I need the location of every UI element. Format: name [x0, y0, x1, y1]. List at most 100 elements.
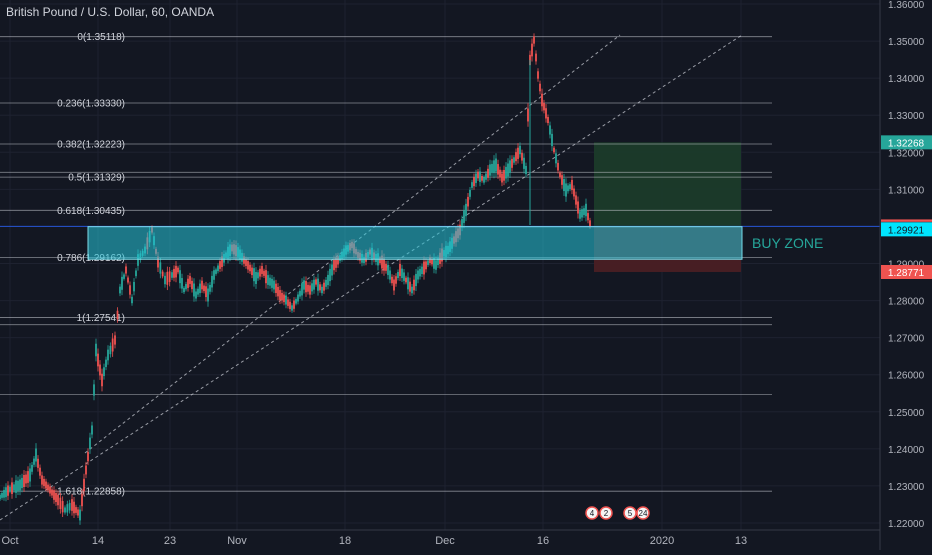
candle-body: [407, 277, 409, 290]
candle-body: [295, 299, 297, 304]
candle-body: [289, 301, 291, 309]
buy-zone-rectangle[interactable]: [87, 226, 743, 260]
candle-body: [429, 257, 431, 263]
candle-body: [273, 280, 275, 290]
time-axis-label: 16: [537, 535, 549, 547]
candle-body: [269, 277, 271, 286]
candle-body: [317, 278, 319, 291]
candle-body: [283, 294, 285, 303]
candle-body: [93, 384, 95, 396]
event-marker-icon[interactable]: [623, 506, 637, 520]
price-axis-tick: 1.32000: [888, 148, 925, 159]
fib-label: 0.382(1.32223): [57, 140, 125, 151]
candle-body: [555, 153, 557, 164]
candle-body: [211, 275, 213, 288]
candle-body: [293, 300, 295, 309]
candle-body: [581, 209, 583, 218]
candle-body: [55, 492, 57, 503]
candle-body: [391, 276, 393, 284]
candle-body: [59, 497, 62, 509]
candle-body: [95, 343, 97, 357]
candle-body: [53, 490, 55, 500]
candle-body: [327, 274, 329, 286]
candle-body: [311, 283, 313, 292]
candle-body: [13, 484, 15, 491]
candle-body: [249, 264, 251, 272]
candle-body: [121, 276, 123, 290]
time-axis-label: 13: [735, 535, 747, 547]
candle-body: [15, 480, 17, 493]
candle-body: [507, 163, 509, 177]
candle-body: [463, 210, 465, 223]
candle-body: [45, 481, 47, 489]
price-tag[interactable]: [881, 222, 932, 237]
candle-body: [9, 486, 11, 492]
price-tag[interactable]: [881, 264, 932, 279]
candle-body: [409, 281, 411, 292]
candle-body: [585, 203, 587, 217]
target-zone[interactable]: [594, 142, 741, 227]
candle-body: [399, 263, 401, 277]
time-axis-label: 23: [164, 535, 176, 547]
candle-body: [49, 486, 51, 494]
candle-body: [509, 160, 511, 173]
candle-body: [79, 509, 81, 521]
candle-body: [551, 133, 553, 147]
candle-body: [431, 258, 433, 265]
event-marker-icon[interactable]: [585, 506, 599, 520]
candle-body: [557, 162, 559, 171]
candle-body: [477, 171, 479, 179]
candle-body: [579, 211, 581, 219]
candle-body: [411, 286, 413, 294]
price-tag-label: 1.28771: [888, 268, 925, 279]
candle-body: [537, 71, 539, 79]
candle-body: [305, 281, 307, 293]
candle-body: [103, 367, 105, 377]
event-marker-icon[interactable]: [636, 506, 650, 520]
candle-body: [475, 173, 477, 184]
candle-body: [499, 169, 501, 178]
candle-body: [309, 285, 311, 295]
candle-body: [73, 501, 75, 514]
candle-body: [101, 373, 103, 387]
candle-body: [517, 147, 519, 159]
candle-body: [303, 280, 305, 290]
time-axis-label: Oct: [1, 535, 18, 547]
trend-line-lower[interactable]: [0, 34, 743, 521]
candle-body: [133, 281, 135, 292]
candle-body: [99, 364, 101, 376]
event-marker-label: 4: [590, 509, 595, 518]
candle-body: [114, 335, 116, 345]
candle-body: [217, 265, 219, 272]
candle-body: [299, 290, 301, 297]
candle-body: [259, 268, 261, 277]
candle-body: [573, 188, 575, 197]
candle-body: [271, 278, 273, 288]
candle-body: [385, 263, 387, 271]
candle-body: [435, 260, 437, 270]
price-tag[interactable]: [881, 135, 932, 150]
candle-body: [493, 160, 495, 174]
candle-body: [3, 489, 5, 498]
candle-body: [183, 287, 185, 293]
candle-body: [221, 256, 223, 267]
candle-body: [17, 480, 19, 491]
candle-body: [479, 171, 481, 182]
candle-body: [381, 255, 383, 269]
candle-body: [215, 269, 217, 274]
candle-body: [469, 189, 471, 197]
trend-line-upper[interactable]: [84, 34, 621, 454]
event-marker-icon[interactable]: [599, 506, 613, 520]
candle-body: [543, 102, 545, 111]
candle-body: [31, 464, 33, 472]
candle-body: [565, 183, 567, 197]
candle-body: [511, 158, 513, 168]
candle-body: [575, 195, 577, 205]
candle-body: [185, 284, 187, 290]
candle-body: [395, 276, 397, 284]
candle-body: [179, 270, 181, 284]
candle-body: [131, 296, 133, 304]
